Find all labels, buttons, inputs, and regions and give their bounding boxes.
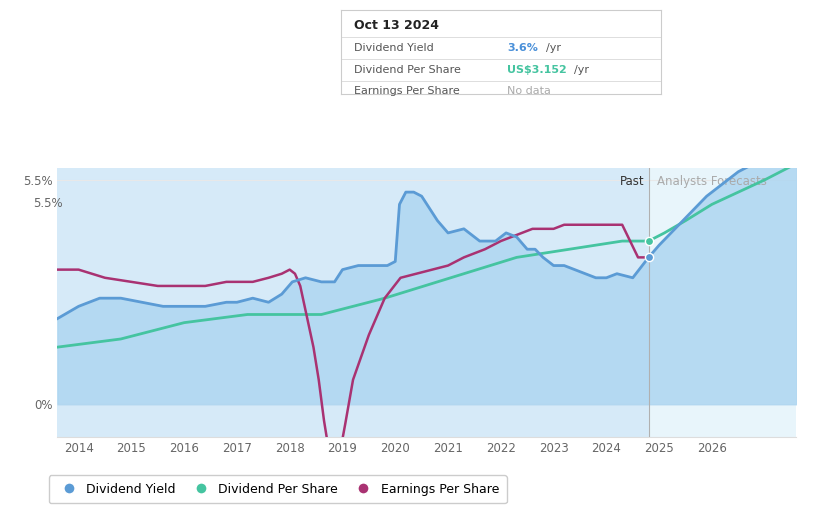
Text: Dividend Yield: Dividend Yield	[354, 43, 433, 53]
Text: Dividend Per Share: Dividend Per Share	[354, 65, 461, 75]
Text: No data: No data	[507, 86, 551, 97]
Text: /yr: /yr	[575, 65, 589, 75]
Bar	[57, 168, 649, 437]
Text: /yr: /yr	[546, 43, 561, 53]
Text: 3.6%: 3.6%	[507, 43, 538, 53]
Text: US$3.152: US$3.152	[507, 65, 567, 75]
Point	[642, 237, 655, 245]
Text: 5.5%: 5.5%	[33, 197, 62, 210]
Bar	[649, 168, 796, 437]
Point	[642, 253, 655, 262]
Text: Analysts Forecasts: Analysts Forecasts	[657, 175, 766, 188]
Legend: Dividend Yield, Dividend Per Share, Earnings Per Share: Dividend Yield, Dividend Per Share, Earn…	[49, 475, 507, 503]
Text: Past: Past	[620, 175, 644, 188]
Text: Oct 13 2024: Oct 13 2024	[354, 19, 438, 31]
Text: Earnings Per Share: Earnings Per Share	[354, 86, 459, 97]
